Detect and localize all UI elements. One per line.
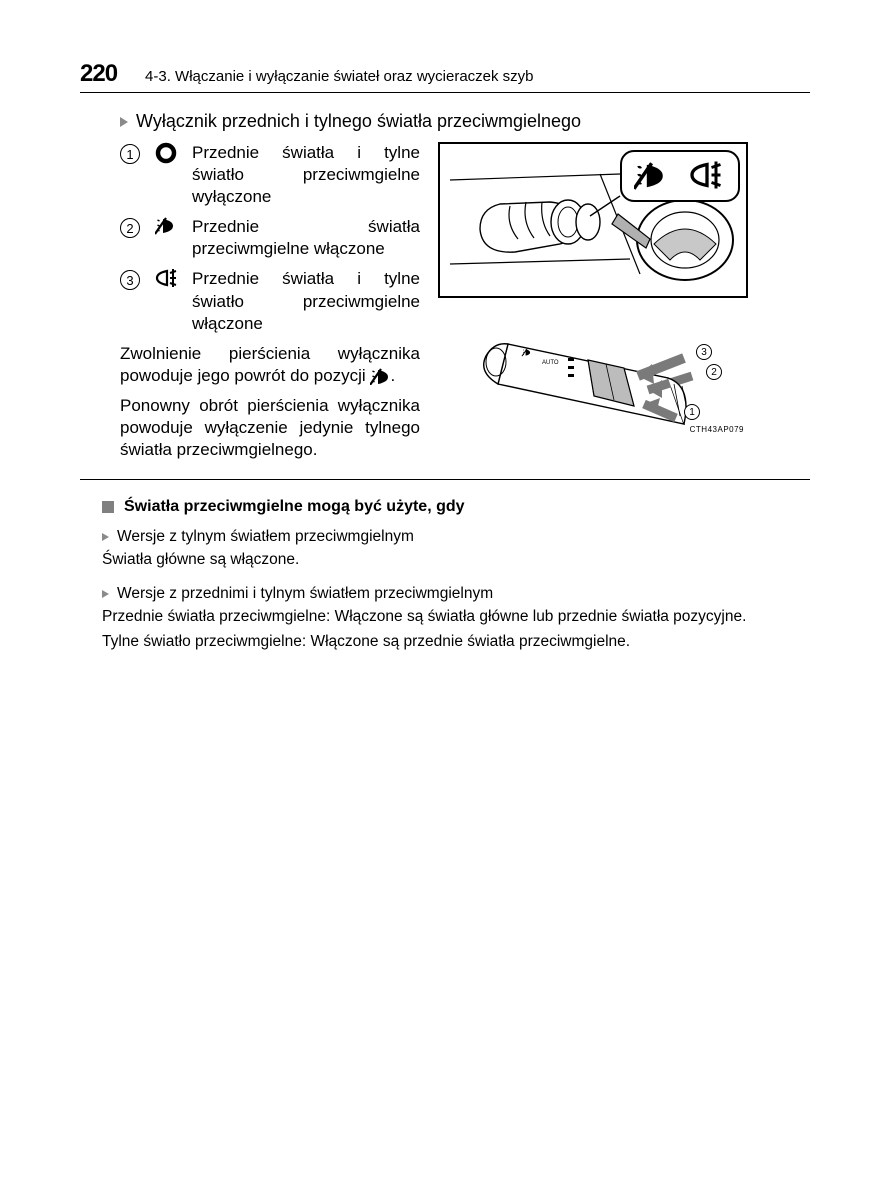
triangle-bullet-icon — [102, 590, 109, 598]
rear-fog-icon — [686, 160, 726, 192]
arrow-label: 1 — [684, 404, 700, 420]
sub-bullet: Wersje z przednimi i tylnym światłem prz… — [102, 585, 810, 603]
chapter-title: 4-3. Włączanie i wyłączanie świateł oraz… — [145, 68, 533, 85]
sub-bullet: Wersje z tylnym światłem przeciwmgielnym — [102, 528, 810, 546]
item-number: 1 — [120, 144, 140, 164]
item-text: Przednie światła i tylne światło przeciw… — [192, 142, 420, 208]
illustration-column: AUTO 3 2 1 — [438, 142, 748, 461]
note-text: Ponowny obrót pierścienia wyłącznika pow… — [120, 395, 420, 461]
item-text: Przednie światła i tylne światło przeciw… — [192, 268, 420, 334]
rear-fog-icon — [152, 268, 180, 288]
svg-text:AUTO: AUTO — [542, 360, 559, 366]
list-item: 1 Przednie światła i tylne światło przec… — [120, 142, 420, 208]
arrow-label: 2 — [706, 364, 722, 380]
callout-icons — [620, 150, 740, 202]
subsection-title: Światła przeciwmgielne mogą być użyte, g… — [102, 498, 810, 516]
note-text: Zwolnienie pierścienia wyłącznika powodu… — [120, 343, 420, 387]
page-header: 220 4-3. Włączanie i wyłączanie świateł … — [80, 60, 810, 93]
off-icon — [152, 142, 180, 164]
front-fog-icon — [370, 367, 390, 385]
list-item: 2 Przednie światła przeciwmgielne włączo… — [120, 216, 420, 260]
sub-body-text: Światła główne są włączone. — [102, 550, 810, 571]
switch-positions-list: 1 Przednie światła i tylne światło przec… — [120, 142, 420, 461]
sub-body-text: Tylne światło przeciwmgielne: Włączone s… — [102, 632, 810, 653]
list-item: 3 Przednie światła i tylne światło przec… — [120, 268, 420, 334]
section-divider — [80, 479, 810, 480]
section-title: Wyłącznik przednich i tylnego światła pr… — [120, 111, 810, 132]
front-fog-icon — [634, 160, 670, 192]
sub-body-text: Przednie światła przeciwmgielne: Włączon… — [102, 607, 810, 628]
usage-conditions-section: Światła przeciwmgielne mogą być użyte, g… — [102, 498, 810, 653]
stalk-detail-illustration: AUTO 3 2 1 — [438, 306, 748, 436]
item-text: Przednie światła przeciwmgielne włączone — [192, 216, 420, 260]
illustration-code: CTH43AP079 — [690, 425, 744, 434]
item-number: 2 — [120, 218, 140, 238]
front-fog-icon — [152, 216, 180, 236]
arrow-label: 3 — [696, 344, 712, 360]
triangle-bullet-icon — [102, 533, 109, 541]
dashboard-illustration — [438, 142, 748, 298]
section-title-text: Wyłącznik przednich i tylnego światła pr… — [136, 111, 581, 132]
square-bullet-icon — [102, 501, 114, 513]
page-number: 220 — [80, 60, 117, 88]
triangle-bullet-icon — [120, 117, 128, 127]
item-number: 3 — [120, 270, 140, 290]
